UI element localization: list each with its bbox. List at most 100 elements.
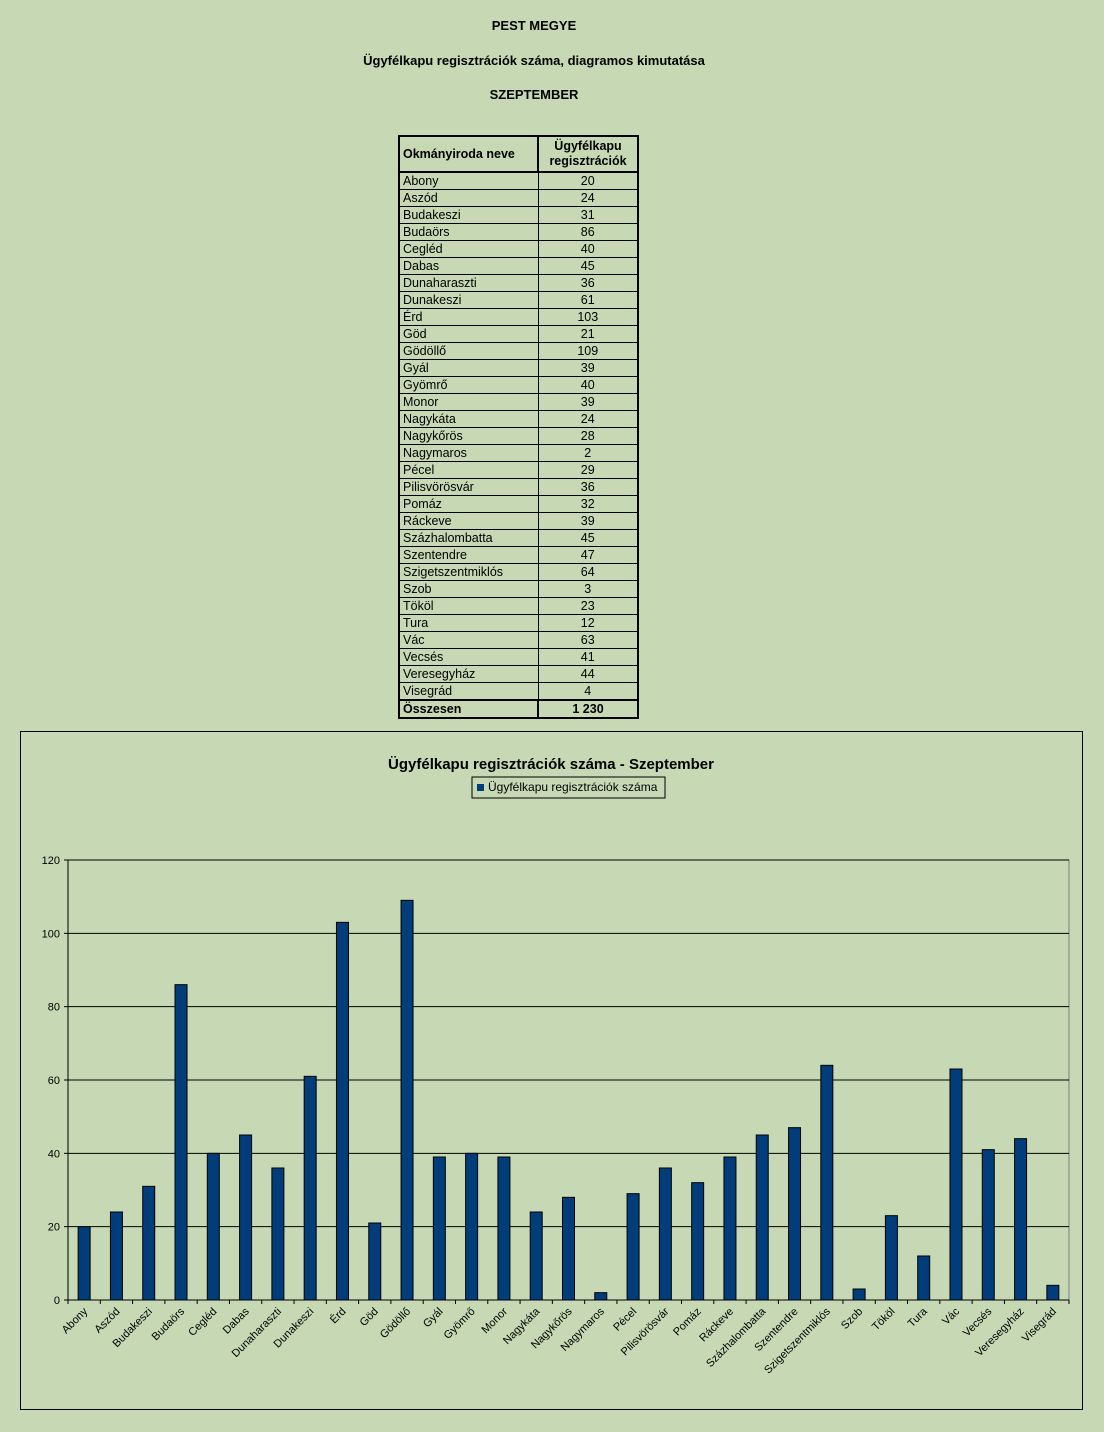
table-row: Gyömrő 40 — [398, 376, 639, 394]
bar — [303, 1075, 317, 1301]
office-name-cell: Pomáz — [398, 495, 539, 513]
registration-count-cell: 12 — [537, 614, 639, 632]
registration-count-cell: 41 — [537, 648, 639, 666]
registration-count-cell: 29 — [537, 461, 639, 479]
x-tick-label: Pécel — [611, 1306, 639, 1334]
x-tick-label: Göd — [358, 1306, 381, 1329]
registration-count-cell: 36 — [537, 478, 639, 496]
registration-count-cell: 39 — [537, 393, 639, 411]
registration-count-cell: 47 — [537, 546, 639, 564]
bar — [626, 1193, 640, 1301]
table-row: Dabas 45 — [398, 257, 639, 275]
office-name-cell: Szob — [398, 580, 539, 598]
bar — [77, 1226, 91, 1301]
bar — [562, 1196, 575, 1301]
registration-count-cell: 103 — [537, 308, 639, 326]
registration-count-cell: 32 — [537, 495, 639, 513]
bar — [949, 1068, 963, 1301]
office-name-cell: Érd — [398, 308, 539, 326]
table-row: Érd 103 — [398, 308, 639, 326]
x-tick-label: Gödöllő — [378, 1306, 413, 1341]
registration-count-cell: 28 — [537, 427, 639, 445]
x-tick-label: Gyömrő — [442, 1306, 478, 1342]
registration-count-cell: 36 — [537, 274, 639, 292]
bar — [755, 1134, 769, 1301]
table-row: Gyál 39 — [398, 359, 639, 377]
x-tick-label: Abony — [60, 1305, 91, 1336]
x-tick-label: Monor — [480, 1305, 511, 1336]
table-row: Pomáz 32 — [398, 495, 639, 513]
bar — [239, 1134, 253, 1301]
office-name-cell: Gyál — [398, 359, 539, 377]
table-row: Százhalombatta 45 — [398, 529, 639, 547]
bar — [820, 1064, 834, 1301]
y-tick-label: 20 — [48, 1222, 60, 1234]
table-row: Nagykőrös 28 — [398, 427, 639, 445]
bar — [174, 984, 188, 1301]
office-name-cell: Ráckeve — [398, 512, 539, 530]
office-name-cell: Nagykáta — [398, 410, 539, 428]
office-name-cell: Budaörs — [398, 223, 539, 241]
office-name-cell: Budakeszi — [398, 206, 539, 224]
registrations-table: Okmányiroda neve Ügyfélkapu regisztráció… — [398, 135, 639, 719]
bar — [465, 1152, 479, 1301]
table-row: Dunaharaszti 36 — [398, 274, 639, 292]
table-row: Dunakeszi 61 — [398, 291, 639, 309]
registration-count-cell: 21 — [537, 325, 639, 343]
bar-chart: Ügyfélkapu regisztrációk száma - Szeptem… — [42, 756, 1070, 1376]
x-tick-label: Vác — [940, 1305, 962, 1327]
x-tick-label: Gyál — [421, 1306, 445, 1330]
table-row: Abony 20 — [398, 171, 639, 190]
office-name-cell: Szigetszentmiklós — [398, 563, 539, 581]
table-row: Göd 21 — [398, 325, 639, 343]
office-name-cell: Szentendre — [398, 546, 539, 564]
x-tick-label: Szob — [839, 1306, 865, 1332]
office-name-cell: Dunaharaszti — [398, 274, 539, 292]
month-title: SZEPTEMBER — [489, 87, 579, 102]
bar — [335, 921, 349, 1301]
registration-count-cell: 23 — [537, 597, 639, 615]
bar — [981, 1149, 995, 1301]
registration-count-cell: 2 — [537, 444, 639, 462]
office-name-cell: Gyömrő — [398, 376, 539, 394]
table-row: Szob 3 — [398, 580, 639, 598]
registration-count-cell: 31 — [537, 206, 639, 224]
bar — [497, 1156, 511, 1301]
table-row: Tököl 23 — [398, 597, 639, 615]
office-name-cell: Abony — [398, 171, 539, 190]
office-name-cell: Gödöllő — [398, 342, 539, 360]
county-title: PEST MEGYE — [491, 18, 577, 33]
report-subtitle: Ügyfélkapu regisztrációk száma, diagramo… — [363, 53, 705, 68]
bar — [142, 1185, 156, 1301]
legend-box — [471, 776, 666, 799]
office-name-cell: Nagymaros — [398, 444, 539, 462]
table-row: Gödöllő 109 — [398, 342, 639, 360]
registration-count-cell: 61 — [537, 291, 639, 309]
bar-chart-panel: Ügyfélkapu regisztrációk száma - Szeptem… — [20, 731, 1083, 1410]
table-header-office: Okmányiroda neve — [398, 135, 539, 173]
office-name-cell: Tura — [398, 614, 539, 632]
table-row: Szigetszentmiklós 64 — [398, 563, 639, 581]
office-name-cell: Pécel — [398, 461, 539, 479]
registration-count-cell: 20 — [537, 171, 639, 190]
bar — [109, 1211, 123, 1301]
bar — [594, 1292, 608, 1301]
registration-count-cell: 40 — [537, 240, 639, 258]
bar — [1014, 1138, 1028, 1301]
x-tick-label: Tököl — [870, 1306, 898, 1334]
bar — [658, 1167, 672, 1301]
office-name-cell: Pilisvörösvár — [398, 478, 539, 496]
legend-label: Ügyfélkapu regisztrációk száma — [488, 780, 658, 794]
table-row: Tura 12 — [398, 614, 639, 632]
bar — [400, 899, 414, 1301]
y-tick-label: 100 — [42, 928, 60, 940]
x-tick-label: Budaörs — [150, 1305, 188, 1343]
table-row: Vecsés 41 — [398, 648, 639, 666]
table-row: Veresegyház 44 — [398, 665, 639, 683]
office-name-cell: Vecsés — [398, 648, 539, 666]
table-row: Nagymaros 2 — [398, 444, 639, 462]
x-tick-label: Visegrád — [1020, 1306, 1059, 1345]
bar — [368, 1222, 382, 1301]
office-name-cell: Göd — [398, 325, 539, 343]
bar — [271, 1167, 285, 1301]
